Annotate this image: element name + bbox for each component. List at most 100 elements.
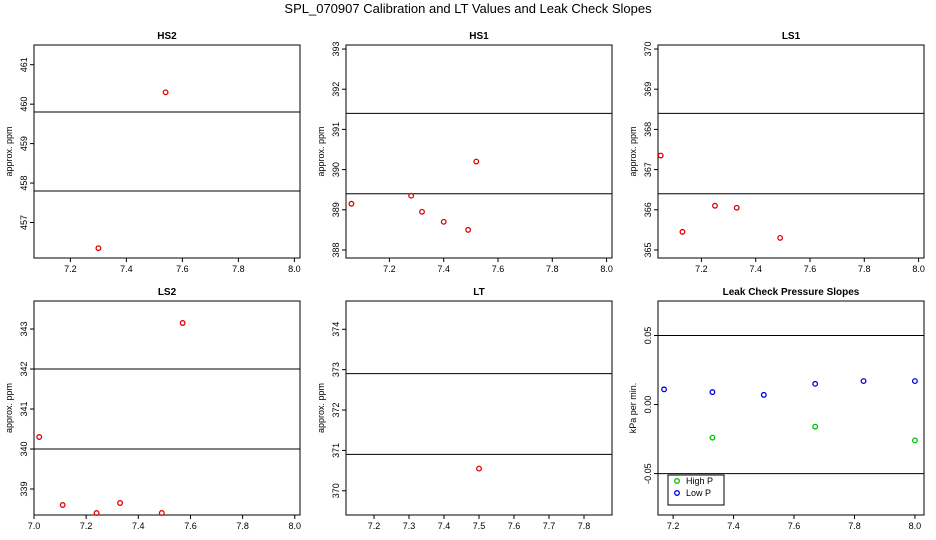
data-point [712, 202, 718, 209]
data-point [661, 386, 667, 393]
data-point [158, 510, 165, 516]
x-tick-label: 7.6 [804, 264, 817, 274]
data-point [117, 500, 124, 506]
x-tick-label: 7.8 [578, 521, 591, 531]
x-tick-label: 7.4 [120, 264, 133, 274]
x-tick-label: 7.2 [80, 521, 93, 531]
x-tick-label: 7.2 [383, 264, 396, 274]
y-tick-label: 366 [643, 202, 653, 217]
y-tick-label: 365 [643, 242, 653, 257]
data-point [59, 502, 66, 508]
y-tick-label: 374 [331, 322, 341, 337]
y-tick-label: 369 [643, 82, 653, 97]
chart-panel-4: LS2 7.0 7.2 7.4 7.6 7.8 8.0 339 340 341 342 343 appr… [4, 287, 301, 531]
y-axis-label: approx. ppm [4, 126, 14, 176]
data-point [93, 510, 100, 516]
y-axis-label: approx. ppm [316, 126, 326, 176]
data-point [36, 434, 43, 440]
legend-label: Low P [686, 488, 711, 498]
y-tick-label: 461 [19, 57, 29, 72]
x-tick-label: 7.4 [749, 264, 762, 274]
panel-title: LS1 [782, 31, 801, 42]
data-point [812, 380, 819, 387]
chart-panel-2: HS1 7.2 7.4 7.6 7.8 8.0 388 389 390 391 392 393 appr… [316, 31, 613, 274]
plot-frame [33, 300, 301, 516]
x-tick-label: 7.2 [667, 521, 680, 531]
y-tick-label: 340 [19, 441, 29, 456]
legend-marker [674, 478, 680, 484]
y-tick-label: 368 [643, 122, 653, 137]
x-tick-label: 7.6 [184, 521, 197, 531]
x-tick-label: 8.0 [288, 264, 301, 274]
panel-title: Leak Check Pressure Slopes [723, 287, 860, 298]
x-tick-label: 7.6 [176, 264, 189, 274]
data-point [419, 208, 425, 215]
data-point [679, 228, 686, 235]
data-point [465, 226, 472, 233]
data-point [440, 218, 447, 225]
chart-panel-5: LT 7.2 7.3 7.4 7.5 7.6 7.7 7.8 370 371 372 373 374 ap… [316, 287, 613, 531]
x-tick-label: 7.8 [232, 264, 245, 274]
data-point [179, 320, 186, 326]
y-tick-label: 341 [19, 401, 29, 416]
data-point [348, 200, 355, 207]
y-axis-label: kPa per min. [628, 383, 638, 434]
x-tick-label: 8.0 [909, 521, 922, 531]
chart-panel-3: LS1 7.2 7.4 7.6 7.8 8.0 365 366 367 368 369 370 appr… [628, 31, 925, 274]
legend-label: High P [686, 476, 713, 486]
chart-main-title: SPL_070907 Calibration and LT Values and… [284, 1, 652, 16]
y-tick-label: 367 [643, 162, 653, 177]
plot-frame [345, 44, 613, 259]
data-point [777, 234, 784, 241]
x-tick-label: 7.6 [492, 264, 505, 274]
data-point [709, 389, 716, 396]
data-point [911, 437, 918, 444]
data-point [408, 192, 415, 199]
y-tick-label: 373 [331, 362, 341, 377]
x-tick-label: 7.6 [508, 521, 521, 531]
x-tick-label: 7.6 [788, 521, 801, 531]
y-tick-label: 339 [19, 481, 29, 496]
y-tick-label: 389 [331, 202, 341, 217]
y-tick-label: 457 [19, 215, 29, 230]
y-tick-label: 342 [19, 361, 29, 376]
x-tick-label: 7.0 [28, 521, 41, 531]
panel-title: HS2 [157, 31, 177, 42]
data-point [473, 158, 480, 165]
y-tick-label: 372 [331, 403, 341, 418]
y-tick-label: 370 [643, 42, 653, 57]
data-point [860, 378, 867, 385]
y-tick-label: 343 [19, 321, 29, 336]
data-point [812, 423, 819, 430]
legend-marker [674, 490, 680, 496]
x-tick-label: 7.3 [403, 521, 416, 531]
plot-frame [657, 44, 925, 259]
x-tick-label: 7.4 [727, 521, 740, 531]
y-tick-label: 459 [19, 136, 29, 151]
x-tick-label: 7.8 [236, 521, 249, 531]
y-tick-label: 0.05 [643, 327, 653, 345]
y-axis-label: approx. ppm [628, 126, 638, 176]
x-tick-label: 7.5 [473, 521, 486, 531]
x-tick-label: 7.8 [546, 264, 559, 274]
y-tick-label: 391 [331, 122, 341, 137]
panel-title: LT [473, 287, 484, 298]
x-tick-label: 7.4 [132, 521, 145, 531]
plot-frame [345, 300, 613, 516]
x-tick-label: 7.2 [64, 264, 77, 274]
x-tick-label: 8.0 [912, 264, 925, 274]
y-tick-label: 460 [19, 97, 29, 112]
x-tick-label: 7.4 [438, 521, 451, 531]
x-tick-label: 7.7 [543, 521, 556, 531]
y-tick-label: 370 [331, 483, 341, 498]
data-point [733, 204, 740, 211]
y-axis-label: approx. ppm [4, 383, 14, 433]
y-tick-label: 0.00 [643, 396, 653, 414]
data-point [709, 434, 716, 441]
x-tick-label: 7.4 [437, 264, 450, 274]
panel-title: HS1 [469, 31, 489, 42]
data-point [476, 465, 482, 472]
panel-title: LS2 [158, 287, 177, 298]
